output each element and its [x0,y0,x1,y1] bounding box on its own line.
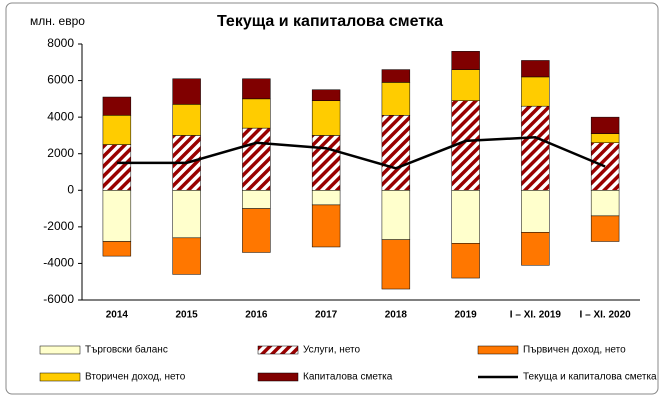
y-tick-label: -2000 [43,219,74,233]
bar-segment [172,237,201,275]
bar-segment [242,127,271,191]
bar-segment [381,82,411,116]
legend-label: Капиталова сметка [303,372,393,383]
bar-segment [451,69,480,101]
legend-label: Вторичен доход, нето [85,372,186,383]
bar-segment [311,204,341,248]
x-tick-label: 2015 [176,310,199,321]
bar-segment [521,105,550,191]
bar-segment [311,190,341,206]
legend-swatch [257,372,299,382]
legend-swatch [257,345,299,355]
bar-segment [381,239,411,290]
bar-segment [451,190,480,244]
bar-segment [102,144,132,191]
bar-segment [521,60,550,78]
legend-label: Услуги, нето [303,345,361,356]
bar-segment [102,115,132,145]
bar-segment [311,100,341,136]
bar-segment [102,241,132,257]
legend-label: Търговски баланс [85,344,168,356]
bar-segment [242,190,271,209]
bar-segment [381,69,411,83]
bar-segment [521,76,550,107]
bar-segment [311,89,341,101]
legend-label: Първичен доход, нето [523,345,626,356]
legend-label: Текуща и капиталова сметка [523,372,657,383]
y-tick-label: 4000 [47,109,74,123]
x-tick-label: 2018 [385,310,408,321]
y-tick-label: -6000 [43,292,74,306]
bar-segment [102,96,132,116]
y-tick-label: 8000 [47,36,74,50]
y-tick-label: 0 [67,182,74,196]
bar-segment [590,190,620,217]
line [116,135,606,170]
bar-segment [102,190,132,242]
bar-segment [590,133,620,143]
legend-swatch [477,345,519,355]
legend-swatch [39,345,81,355]
bar-segment [311,135,341,191]
bar-segment [590,116,620,134]
y-axis-label: млн. евро [30,14,85,28]
bar-segment [590,215,620,242]
x-tick-label: 2017 [315,310,338,321]
bar-segment [521,232,550,266]
bar-segment [451,51,480,70]
bar-segment [172,78,201,105]
x-tick-label: 2014 [106,310,129,321]
bar-segment [242,208,271,253]
bar-segment [381,190,411,240]
bar-segment [172,104,201,136]
legend-swatch [39,372,81,382]
chart-title: Текуща и капиталова сметка [217,13,443,30]
bar-segment [451,243,480,279]
x-tick-label: 2016 [245,310,268,321]
x-tick-label: I – XI. 2019 [510,310,562,321]
y-tick-label: 2000 [47,146,74,160]
bar-segment [381,115,411,191]
x-tick-label: 2019 [455,310,478,321]
bar-segment [521,190,550,233]
bar-segment [172,190,201,239]
y-tick-label: 6000 [47,73,74,87]
y-tick-label: -4000 [43,256,74,270]
x-tick-label: I – XI. 2020 [580,310,632,321]
bar-segment [242,98,271,129]
bar-segment [242,78,271,100]
